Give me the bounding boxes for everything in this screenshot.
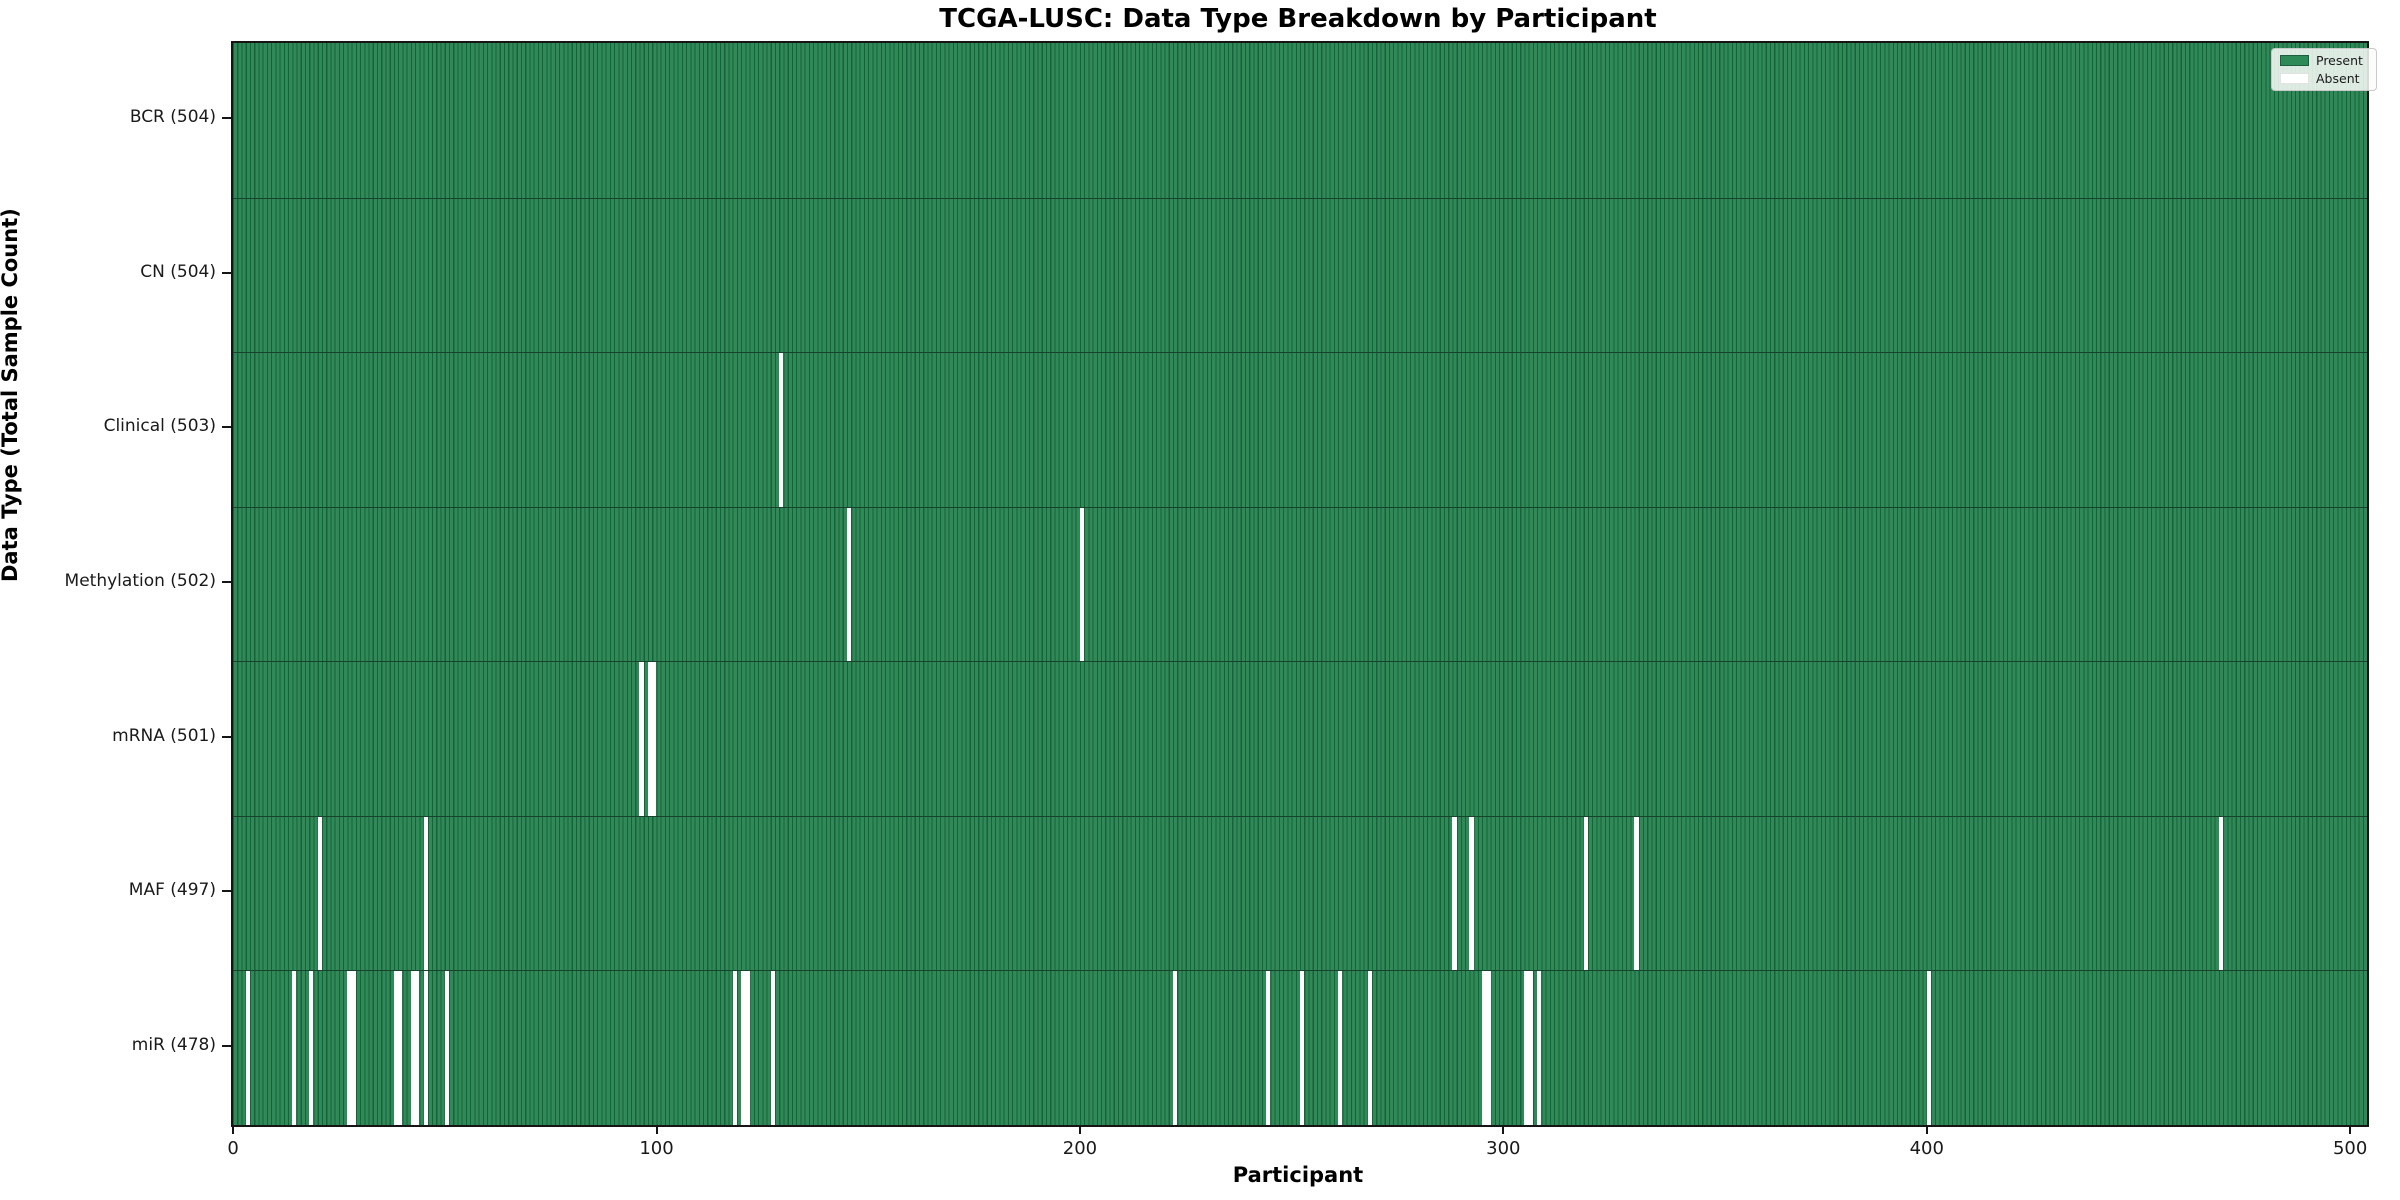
absent-marker xyxy=(444,971,449,1125)
absent-marker xyxy=(423,971,428,1125)
x-tick-label: 500 xyxy=(2332,1138,2368,1159)
x-tick xyxy=(1502,1125,1505,1134)
y-tick-label-maf: MAF (497) xyxy=(128,880,216,901)
absent-marker xyxy=(393,971,399,1125)
x-tick-label: 100 xyxy=(639,1138,674,1159)
y-tick xyxy=(222,581,231,583)
x-tick-label: 0 xyxy=(227,1138,239,1159)
absent-marker xyxy=(732,971,737,1125)
y-tick-label-mrna: mRNA (501) xyxy=(112,725,216,746)
row-band-mir xyxy=(233,970,2367,1125)
x-tick-label: 200 xyxy=(1062,1138,1098,1159)
absent-marker xyxy=(779,353,784,507)
absent-marker xyxy=(1367,971,1372,1125)
absent-marker xyxy=(423,816,428,971)
absent-marker xyxy=(1482,971,1487,1125)
absent-marker xyxy=(1524,971,1529,1125)
absent-marker xyxy=(245,971,250,1125)
absent-marker xyxy=(317,816,322,971)
row-band-mrna xyxy=(233,661,2367,816)
y-tick xyxy=(222,271,231,274)
absent-marker xyxy=(1528,971,1533,1125)
plot-area xyxy=(231,41,2369,1127)
absent-marker xyxy=(309,971,314,1125)
absent-marker xyxy=(410,971,416,1125)
x-tick xyxy=(232,1125,235,1134)
x-tick-label: 400 xyxy=(1909,1138,1944,1159)
row-band-bcr xyxy=(233,43,2367,198)
legend-item-present: Present xyxy=(2280,54,2368,67)
x-tick xyxy=(1925,1125,1928,1134)
row-band-methylation xyxy=(233,506,2367,662)
y-tick-label-bcr: BCR (504) xyxy=(129,107,216,128)
y-tick-label-cn: CN (504) xyxy=(140,261,216,282)
row-band-maf xyxy=(233,815,2367,971)
absent-marker xyxy=(1338,971,1343,1125)
absent-marker xyxy=(1300,971,1305,1125)
legend-label-absent: Absent xyxy=(2316,71,2360,86)
absent-marker xyxy=(1079,507,1085,662)
x-tick xyxy=(655,1125,658,1134)
row-band-clinical xyxy=(233,352,2367,507)
absent-marker xyxy=(1172,971,1178,1125)
absent-marker xyxy=(770,971,775,1125)
absent-marker xyxy=(398,971,403,1125)
y-tick xyxy=(222,117,231,120)
absent-marker xyxy=(347,971,352,1125)
x-tick xyxy=(1078,1125,1081,1134)
absent-marker xyxy=(1469,816,1474,971)
chart-title: TCGA-LUSC: Data Type Breakdown by Partic… xyxy=(939,4,1657,34)
y-tick xyxy=(222,890,231,893)
y-tick xyxy=(222,426,231,429)
x-tick-label: 300 xyxy=(1486,1138,1521,1159)
legend: Present Absent xyxy=(2271,48,2377,91)
absent-marker xyxy=(745,971,750,1125)
legend-label-present: Present xyxy=(2316,53,2363,68)
y-tick-label-methylation: Methylation (502) xyxy=(64,571,216,591)
absent-marker xyxy=(1537,971,1542,1125)
present-swatch xyxy=(2280,55,2309,66)
legend-item-absent: Absent xyxy=(2280,72,2368,85)
absent-marker xyxy=(741,971,746,1125)
y-tick-label-clinical: Clinical (503) xyxy=(103,416,216,437)
absent-marker xyxy=(415,971,420,1125)
y-tick xyxy=(222,1044,231,1047)
absent-marker xyxy=(2218,816,2224,971)
absent-marker xyxy=(292,971,297,1125)
absent-marker xyxy=(1452,816,1457,971)
absent-marker xyxy=(1926,971,1931,1125)
absent-marker xyxy=(1583,816,1588,971)
absent-marker xyxy=(647,662,653,816)
row-band-cn xyxy=(233,197,2367,353)
x-axis-label: Participant xyxy=(1232,1163,1364,1187)
absent-marker xyxy=(846,507,852,662)
y-tick xyxy=(222,735,231,738)
y-tick-label-mir: miR (478) xyxy=(131,1034,216,1055)
absent-marker xyxy=(639,662,644,816)
absent-marker xyxy=(1486,971,1491,1125)
x-tick xyxy=(2349,1125,2352,1134)
absent-marker xyxy=(652,662,657,816)
absent-swatch xyxy=(2280,73,2309,84)
absent-marker xyxy=(1266,971,1271,1125)
absent-marker xyxy=(351,971,356,1125)
absent-marker xyxy=(1634,816,1639,971)
